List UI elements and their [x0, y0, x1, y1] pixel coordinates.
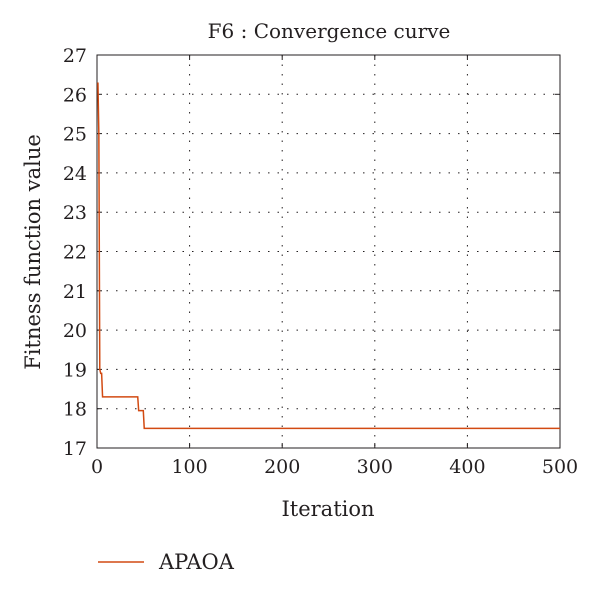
y-tick-label: 19: [63, 359, 87, 381]
x-tick-label: 200: [264, 456, 300, 478]
y-axis-label: Fitness function value: [21, 134, 45, 370]
y-tick-label: 20: [63, 320, 87, 342]
y-tick-label: 18: [63, 399, 87, 421]
chart-title: F6 : Convergence curve: [208, 19, 451, 43]
axis-ticks: [96, 54, 561, 449]
legend-label-apaoa: APAOA: [158, 550, 235, 574]
x-axis-label: Iteration: [281, 497, 374, 521]
series-layer: [97, 82, 560, 430]
y-tick-label: 26: [63, 84, 87, 106]
y-tick-label: 17: [63, 438, 87, 460]
y-tick-label: 24: [63, 163, 87, 185]
legend: APAOA: [98, 550, 235, 574]
y-tick-label: 25: [63, 124, 87, 146]
series-line-apaoa: [97, 82, 560, 430]
y-tick-label: 23: [63, 202, 87, 224]
y-tick-label: 21: [63, 281, 87, 303]
x-tick-label: 400: [449, 456, 485, 478]
x-tick-label: 300: [357, 456, 393, 478]
x-tick-label: 500: [542, 456, 578, 478]
plot-frame: [96, 54, 561, 449]
x-tick-label: 100: [171, 456, 207, 478]
x-tick-labels: 0 100 200 300 400 500: [91, 456, 578, 478]
x-tick-label: 0: [91, 456, 103, 478]
y-tick-labels: 17 18 19 20 21 22 23 24 25 26 27: [63, 45, 87, 460]
y-tick-label: 22: [63, 242, 87, 264]
y-tick-label: 27: [63, 45, 87, 67]
grid-lines: [97, 55, 560, 448]
